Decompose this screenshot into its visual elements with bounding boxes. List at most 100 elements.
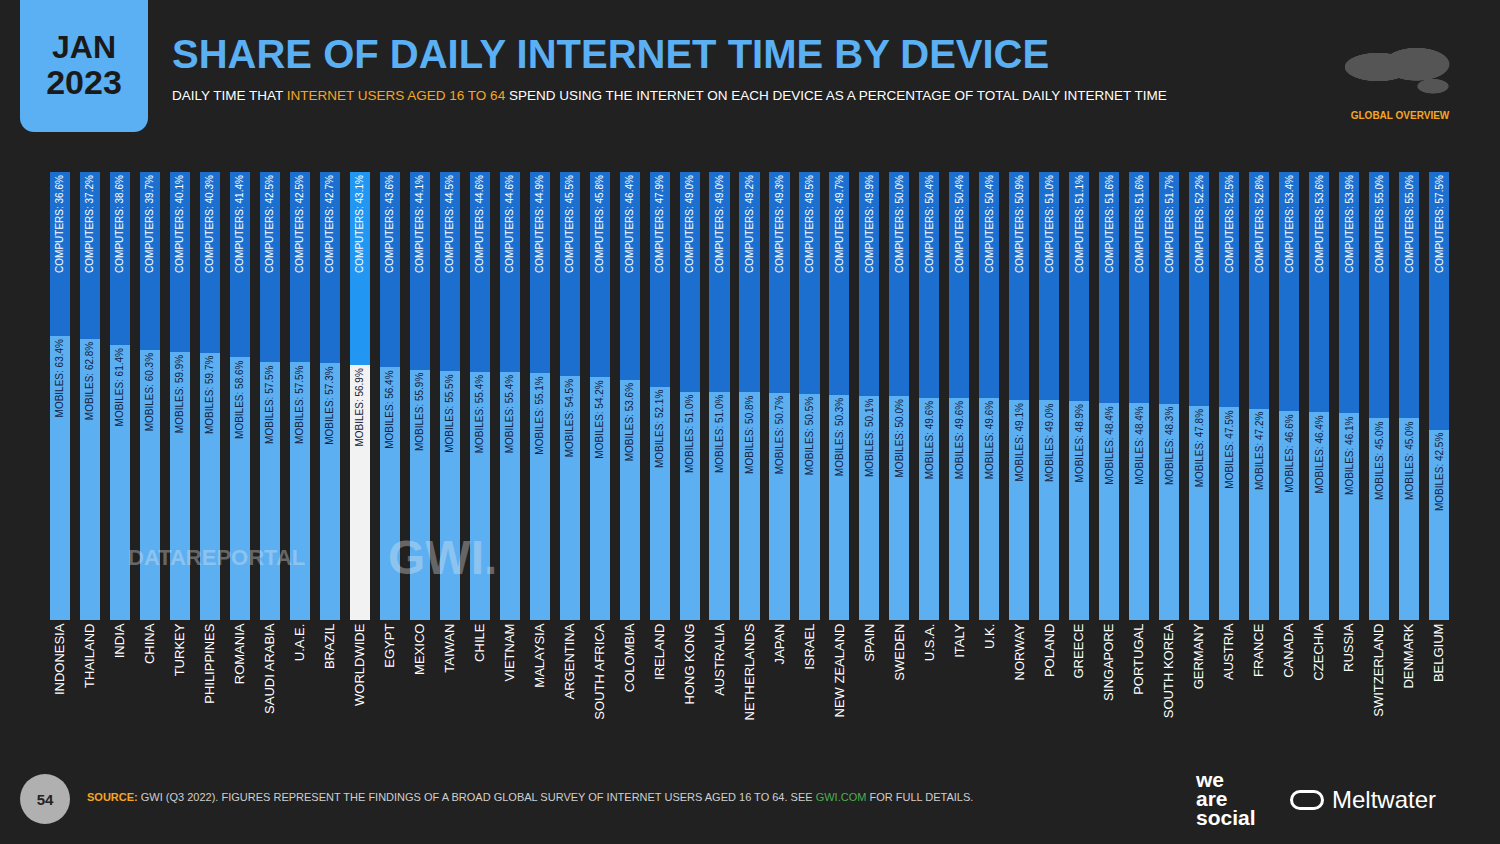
svg-text:MOBILES: 56.9%: MOBILES: 56.9%	[354, 368, 365, 446]
svg-text:COMPUTERS: 44.6%: COMPUTERS: 44.6%	[474, 175, 485, 273]
svg-text:VIETNAM: VIETNAM	[502, 624, 517, 682]
svg-text:MOBILES: 46.6%: MOBILES: 46.6%	[1284, 414, 1295, 492]
svg-text:GERMANY: GERMANY	[1191, 623, 1206, 689]
svg-text:SPAIN: SPAIN	[862, 624, 877, 662]
svg-text:MOBILES: 48.3%: MOBILES: 48.3%	[1164, 407, 1175, 485]
svg-text:TAIWAN: TAIWAN	[442, 624, 457, 673]
svg-text:DENMARK: DENMARK	[1401, 623, 1416, 688]
svg-text:COMPUTERS: 44.1%: COMPUTERS: 44.1%	[414, 175, 425, 273]
svg-text:EGYPT: EGYPT	[382, 624, 397, 668]
svg-text:MOBILES: 47.5%: MOBILES: 47.5%	[1224, 410, 1235, 488]
svg-text:AUSTRALIA: AUSTRALIA	[712, 623, 727, 696]
svg-text:COMPUTERS: 44.9%: COMPUTERS: 44.9%	[534, 175, 545, 273]
svg-text:MOBILES: 57.3%: MOBILES: 57.3%	[324, 366, 335, 444]
svg-text:INDONESIA: INDONESIA	[52, 623, 67, 695]
svg-text:MALAYSIA: MALAYSIA	[532, 623, 547, 687]
svg-text:COMPUTERS: 49.0%: COMPUTERS: 49.0%	[684, 175, 695, 273]
svg-text:COMPUTERS: 51.6%: COMPUTERS: 51.6%	[1104, 175, 1115, 273]
svg-text:COMPUTERS: 52.5%: COMPUTERS: 52.5%	[1224, 175, 1235, 273]
svg-text:SINGAPORE: SINGAPORE	[1101, 623, 1116, 701]
svg-text:MOBILES: 49.0%: MOBILES: 49.0%	[1044, 403, 1055, 481]
svg-text:MOBILES: 49.6%: MOBILES: 49.6%	[984, 401, 995, 479]
svg-text:COMPUTERS: 36.6%: COMPUTERS: 36.6%	[54, 175, 65, 273]
svg-text:FRANCE: FRANCE	[1251, 623, 1266, 677]
svg-text:COMPUTERS: 49.3%: COMPUTERS: 49.3%	[774, 175, 785, 273]
svg-text:U.A.E.: U.A.E.	[292, 624, 307, 662]
svg-text:COMPUTERS: 51.7%: COMPUTERS: 51.7%	[1164, 175, 1175, 273]
svg-text:TURKEY: TURKEY	[172, 623, 187, 676]
svg-text:IRELAND: IRELAND	[652, 624, 667, 680]
svg-text:COMPUTERS: 51.0%: COMPUTERS: 51.0%	[1044, 175, 1055, 273]
svg-text:SWITZERLAND: SWITZERLAND	[1371, 624, 1386, 717]
svg-text:MOBILES: 50.8%: MOBILES: 50.8%	[744, 395, 755, 473]
svg-text:COMPUTERS: 55.0%: COMPUTERS: 55.0%	[1404, 175, 1415, 273]
svg-text:COMPUTERS: 49.9%: COMPUTERS: 49.9%	[864, 175, 875, 273]
svg-text:MOBILES: 50.0%: MOBILES: 50.0%	[894, 399, 905, 477]
svg-text:MOBILES: 53.6%: MOBILES: 53.6%	[624, 383, 635, 461]
svg-text:MOBILES: 55.9%: MOBILES: 55.9%	[414, 373, 425, 451]
svg-text:COMPUTERS: 53.4%: COMPUTERS: 53.4%	[1284, 175, 1295, 273]
svg-text:SOUTH KOREA: SOUTH KOREA	[1161, 623, 1176, 718]
svg-text:MOBILES: 51.0%: MOBILES: 51.0%	[684, 395, 695, 473]
svg-text:COMPUTERS: 53.6%: COMPUTERS: 53.6%	[1314, 175, 1325, 273]
svg-text:MOBILES: 63.4%: MOBILES: 63.4%	[54, 339, 65, 417]
svg-text:COLOMBIA: COLOMBIA	[622, 623, 637, 692]
svg-text:MOBILES: 54.2%: MOBILES: 54.2%	[594, 380, 605, 458]
svg-text:SOUTH AFRICA: SOUTH AFRICA	[592, 623, 607, 719]
svg-text:MOBILES: 59.9%: MOBILES: 59.9%	[174, 355, 185, 433]
svg-text:ISRAEL: ISRAEL	[802, 624, 817, 670]
svg-text:NORWAY: NORWAY	[1012, 623, 1027, 680]
svg-text:COMPUTERS: 50.0%: COMPUTERS: 50.0%	[894, 175, 905, 273]
svg-text:COMPUTERS: 52.8%: COMPUTERS: 52.8%	[1254, 175, 1265, 273]
svg-text:MOBILES: 55.1%: MOBILES: 55.1%	[534, 376, 545, 454]
svg-text:MOBILES: 47.8%: MOBILES: 47.8%	[1194, 409, 1205, 487]
svg-text:CANADA: CANADA	[1281, 623, 1296, 678]
svg-text:MOBILES: 49.6%: MOBILES: 49.6%	[924, 401, 935, 479]
svg-text:CHILE: CHILE	[472, 623, 487, 662]
svg-text:COMPUTERS: 57.5%: COMPUTERS: 57.5%	[1434, 175, 1445, 273]
svg-text:MOBILES: 55.4%: MOBILES: 55.4%	[504, 375, 515, 453]
svg-text:MOBILES: 62.8%: MOBILES: 62.8%	[84, 342, 95, 420]
svg-text:COMPUTERS: 43.6%: COMPUTERS: 43.6%	[384, 175, 395, 273]
svg-text:CHINA: CHINA	[142, 623, 157, 664]
svg-text:MOBILES: 55.5%: MOBILES: 55.5%	[444, 374, 455, 452]
svg-text:NEW ZEALAND: NEW ZEALAND	[832, 624, 847, 718]
svg-text:MOBILES: 55.4%: MOBILES: 55.4%	[474, 375, 485, 453]
svg-text:MOBILES: 48.4%: MOBILES: 48.4%	[1104, 406, 1115, 484]
svg-text:COMPUTERS: 47.9%: COMPUTERS: 47.9%	[654, 175, 665, 273]
svg-text:MOBILES: 56.4%: MOBILES: 56.4%	[384, 370, 395, 448]
svg-text:MOBILES: 47.2%: MOBILES: 47.2%	[1254, 412, 1265, 490]
svg-text:COMPUTERS: 42.5%: COMPUTERS: 42.5%	[294, 175, 305, 273]
svg-text:COMPUTERS: 53.9%: COMPUTERS: 53.9%	[1344, 175, 1355, 273]
svg-text:CZECHIA: CZECHIA	[1311, 623, 1326, 680]
svg-text:ARGENTINA: ARGENTINA	[562, 623, 577, 699]
svg-text:ROMANIA: ROMANIA	[232, 623, 247, 684]
svg-text:COMPUTERS: 44.5%: COMPUTERS: 44.5%	[444, 175, 455, 273]
svg-text:MOBILES: 60.3%: MOBILES: 60.3%	[144, 353, 155, 431]
svg-text:NETHERLANDS: NETHERLANDS	[742, 623, 757, 720]
svg-text:COMPUTERS: 45.5%: COMPUTERS: 45.5%	[564, 175, 575, 273]
svg-text:MOBILES: 59.7%: MOBILES: 59.7%	[204, 356, 215, 434]
svg-text:COMPUTERS: 43.1%: COMPUTERS: 43.1%	[354, 175, 365, 273]
svg-text:MOBILES: 57.5%: MOBILES: 57.5%	[294, 365, 305, 443]
svg-text:COMPUTERS: 37.2%: COMPUTERS: 37.2%	[84, 175, 95, 273]
svg-text:COMPUTERS: 40.1%: COMPUTERS: 40.1%	[174, 175, 185, 273]
svg-text:MEXICO: MEXICO	[412, 624, 427, 675]
svg-text:MOBILES: 50.7%: MOBILES: 50.7%	[774, 396, 785, 474]
svg-text:COMPUTERS: 41.4%: COMPUTERS: 41.4%	[234, 175, 245, 273]
svg-text:COMPUTERS: 49.7%: COMPUTERS: 49.7%	[834, 175, 845, 273]
svg-text:PHILIPPINES: PHILIPPINES	[202, 623, 217, 704]
svg-text:COMPUTERS: 51.6%: COMPUTERS: 51.6%	[1134, 175, 1145, 273]
svg-text:COMPUTERS: 42.5%: COMPUTERS: 42.5%	[264, 175, 275, 273]
svg-text:AUSTRIA: AUSTRIA	[1221, 623, 1236, 680]
svg-text:SAUDI ARABIA: SAUDI ARABIA	[262, 623, 277, 714]
svg-text:THAILAND: THAILAND	[82, 624, 97, 688]
svg-text:MOBILES: 45.0%: MOBILES: 45.0%	[1374, 421, 1385, 499]
svg-text:ITALY: ITALY	[952, 623, 967, 658]
svg-text:MOBILES: 51.0%: MOBILES: 51.0%	[714, 395, 725, 473]
svg-text:GREECE: GREECE	[1071, 623, 1086, 678]
svg-text:COMPUTERS: 46.4%: COMPUTERS: 46.4%	[624, 175, 635, 273]
svg-text:COMPUTERS: 49.5%: COMPUTERS: 49.5%	[804, 175, 815, 273]
svg-text:JAPAN: JAPAN	[772, 624, 787, 665]
svg-text:PORTUGAL: PORTUGAL	[1131, 624, 1146, 695]
